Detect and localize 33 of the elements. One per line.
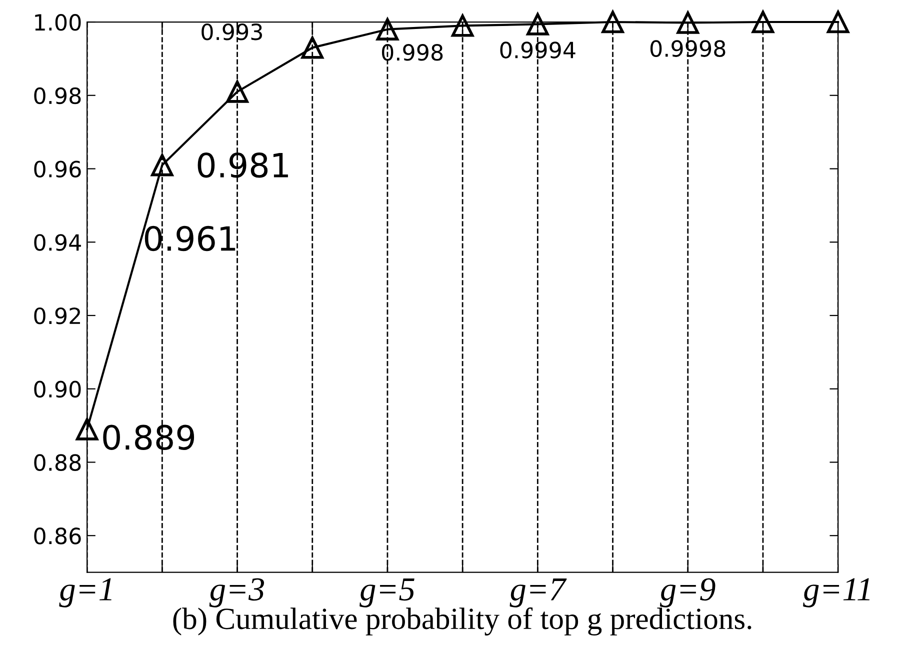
annotation: 0.9994 xyxy=(500,42,576,58)
annotation: 0.981 xyxy=(198,152,288,178)
point xyxy=(76,418,98,440)
annotation: 0.993 xyxy=(202,23,262,40)
annotation: 0.889 xyxy=(103,424,194,450)
annotation: 0.998 xyxy=(382,44,443,61)
point xyxy=(602,10,624,34)
x-tick-label: g=5 xyxy=(360,578,414,608)
y-tick-label: 0.92 xyxy=(34,307,80,324)
x-tick-label: g=1 xyxy=(59,578,112,608)
y-tick-label: 0.98 xyxy=(34,87,81,104)
point xyxy=(826,10,850,34)
x-tick-label: g=3 xyxy=(209,578,264,608)
point xyxy=(451,14,474,37)
y-tick-label: 1.00 xyxy=(35,14,81,31)
x-tick-label: g=7 xyxy=(510,578,567,608)
point xyxy=(226,80,248,103)
point xyxy=(526,13,549,36)
y-tick-label: 0.86 xyxy=(34,528,81,544)
x-tick-label: g=9 xyxy=(660,578,716,608)
point xyxy=(151,154,174,176)
y-tick-label: 0.94 xyxy=(34,234,81,251)
x-tick-label: g=11 xyxy=(803,578,870,608)
y-tick-label: 0.88 xyxy=(34,454,81,471)
y-tick-label: 0.90 xyxy=(34,380,81,398)
point xyxy=(676,12,699,34)
annotation: 0.9998 xyxy=(650,40,726,57)
y-tick-label: 0.96 xyxy=(34,160,81,178)
point xyxy=(301,36,324,59)
point xyxy=(752,10,774,34)
x-axis-title: (b) Cumulative probability of top g predictions. xyxy=(173,607,752,636)
point xyxy=(376,18,399,40)
annotation: 0.961 xyxy=(144,226,236,252)
